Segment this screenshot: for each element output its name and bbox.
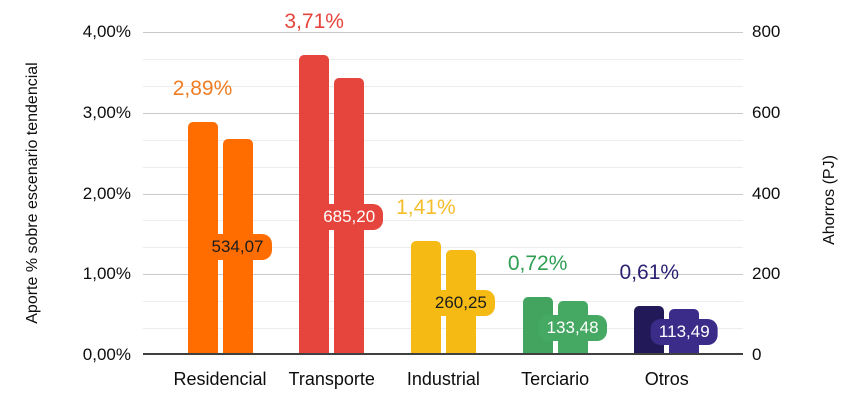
gridline-minor: [143, 328, 743, 330]
gridline-minor: [143, 58, 743, 60]
left-axis-tick-label: 2,00%: [82, 183, 131, 203]
left-axis-tick-label: 0,00%: [82, 345, 131, 364]
right-axis-title: Ahorros (PJ): [821, 155, 838, 245]
pj-value-pill-terciario: 133,48: [538, 315, 607, 342]
plot-area: 2,89% 534,07 3,71% 685,20 1,41% 260,25 0,72% 13…: [143, 10, 743, 355]
pj-value-pill-otros: 113,49: [650, 319, 718, 346]
x-category-label-residencial: Residencial: [173, 369, 267, 389]
right-axis-tick-label: 0: [752, 345, 762, 364]
pj-value-pill-industrial: 260,25: [426, 289, 495, 316]
x-axis-line: [143, 353, 743, 355]
percent-data-label-terciario: 0,72%: [507, 251, 568, 275]
left-axis-tick-label: 4,00%: [82, 22, 131, 41]
gridline-minor: [143, 85, 743, 87]
right-axis-tick-label: 800: [752, 22, 781, 41]
gridline-major: [143, 32, 743, 33]
gridline-major: [143, 112, 743, 114]
gridline-major: [143, 274, 743, 276]
gridline-minor: [143, 247, 743, 249]
left-axis-tick-label: 3,00%: [82, 102, 131, 122]
gridline-minor: [143, 220, 743, 222]
percent-data-label-otros: 0,61%: [619, 260, 680, 284]
gridline-minor: [143, 166, 743, 168]
pj-value-pill-residencial: 534,07: [203, 234, 272, 261]
percent-data-label-industrial: 1,41%: [396, 196, 456, 220]
right-axis-tick-label: 200: [752, 264, 781, 284]
right-axis-tick-label: 600: [752, 102, 781, 122]
gridline-minor: [143, 139, 743, 141]
pj-value-pill-transporte: 685,20: [315, 203, 384, 230]
right-axis-tick-label: 400: [752, 183, 781, 203]
percent-data-label-transporte: 3,71%: [284, 10, 344, 34]
left-axis-tick-label: 1,00%: [82, 264, 131, 284]
gridline-major: [143, 193, 743, 195]
x-category-label-terciario: Terciario: [521, 369, 590, 389]
percent-data-label-residencial: 2,89%: [172, 76, 233, 100]
x-category-label-transporte: Transporte: [288, 369, 375, 389]
x-category-label-industrial: Industrial: [406, 369, 480, 389]
x-category-label-otros: Otros: [644, 369, 689, 389]
